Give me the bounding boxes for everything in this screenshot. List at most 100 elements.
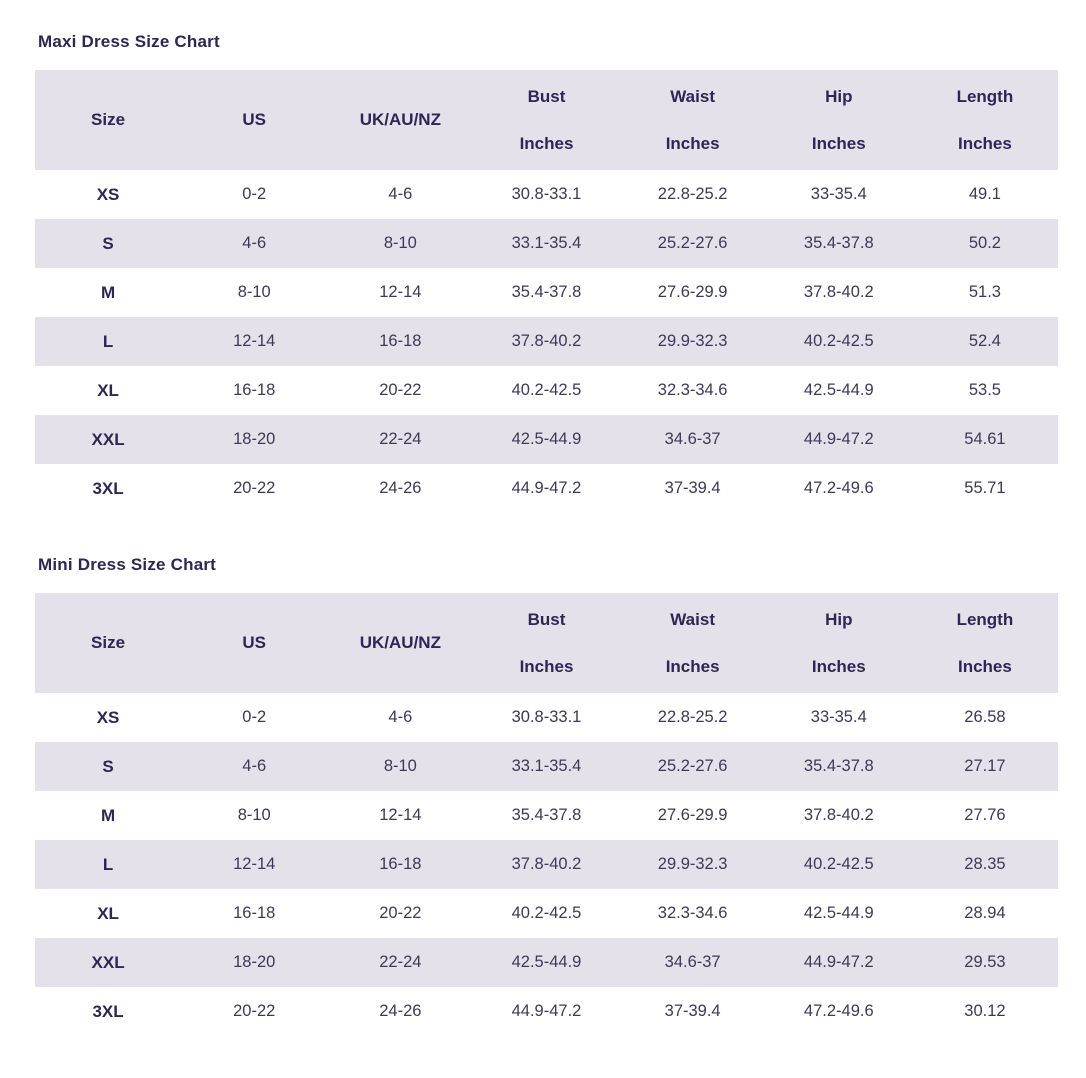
- column-header-hip: Hip Inches: [766, 593, 912, 693]
- maxi-dress-section: Maxi Dress Size Chart Size US UK/AU/NZ B…: [35, 32, 1058, 513]
- table-cell: 42.5-44.9: [803, 904, 874, 922]
- table-cell: 55.71: [964, 479, 1006, 497]
- table-cell: 12-14: [379, 283, 422, 301]
- column-header-unit: Inches: [665, 656, 720, 676]
- table-cell: 37.8-40.2: [803, 283, 874, 301]
- size-label-cell: XXL: [91, 952, 125, 972]
- table-cell: 24-26: [379, 479, 422, 497]
- table-row: XXL 18-20 22-24 42.5-44.9 34.6-37 44.9-47.2 29…: [35, 938, 1058, 987]
- table-cell: 27.17: [964, 757, 1006, 775]
- table-row: M 8-10 12-14 35.4-37.8 27.6-29.9 37.8-40.2 27.…: [35, 791, 1058, 840]
- table-cell: 8-10: [383, 234, 417, 252]
- table-cell: 27.76: [964, 806, 1006, 824]
- table-cell: 20-22: [379, 904, 422, 922]
- column-header-label: Hip: [825, 609, 853, 629]
- size-label-cell: L: [102, 854, 114, 874]
- size-label-cell: M: [100, 805, 116, 825]
- table-cell: 28.35: [964, 855, 1006, 873]
- column-header-waist: Waist Inches: [620, 70, 766, 170]
- table-cell: 20-22: [233, 1002, 276, 1020]
- size-label-cell: S: [102, 233, 114, 253]
- table-cell: 44.9-47.2: [511, 1002, 582, 1020]
- table-cell: 50.2: [968, 234, 1001, 252]
- table-row: L 12-14 16-18 37.8-40.2 29.9-32.3 40.2-42.5 52…: [35, 317, 1058, 366]
- table-cell: 12-14: [233, 332, 276, 350]
- table-cell: 35.4-37.8: [511, 806, 582, 824]
- maxi-dress-title: Maxi Dress Size Chart: [38, 32, 220, 51]
- table-cell: 29.9-32.3: [657, 332, 728, 350]
- table-cell: 16-18: [379, 332, 422, 350]
- table-cell: 42.5-44.9: [803, 381, 874, 399]
- table-cell: 12-14: [233, 855, 276, 873]
- column-header-label: Size: [91, 633, 126, 652]
- table-cell: 30.12: [964, 1002, 1006, 1020]
- table-cell: 47.2-49.6: [803, 1002, 874, 1020]
- table-cell: 35.4-37.8: [803, 757, 874, 775]
- table-cell: 37-39.4: [664, 479, 721, 497]
- table-cell: 28.94: [964, 904, 1006, 922]
- table-body: XS 0-2 4-6 30.8-33.1 22.8-25.2 33-35.4 49.1 S 4-…: [35, 170, 1058, 513]
- size-label-cell: 3XL: [92, 1001, 124, 1021]
- table-cell: 27.6-29.9: [657, 283, 728, 301]
- column-header-unit: Inches: [957, 133, 1012, 153]
- table-cell: 37-39.4: [664, 1002, 721, 1020]
- table-cell: 22.8-25.2: [657, 185, 728, 203]
- table-cell: 37.8-40.2: [803, 806, 874, 824]
- column-header-size: Size: [35, 70, 181, 170]
- table-cell: 54.61: [964, 430, 1006, 448]
- size-label-cell: 3XL: [92, 478, 124, 498]
- table-cell: 30.8-33.1: [511, 185, 582, 203]
- maxi-dress-size-table: Size US UK/AU/NZ Bust Inches Waist Inche…: [35, 70, 1058, 513]
- size-label-cell: M: [100, 282, 116, 302]
- column-header-label: Length: [956, 86, 1014, 106]
- table-row: XL 16-18 20-22 40.2-42.5 32.3-34.6 42.5-44.9 5…: [35, 366, 1058, 415]
- table-cell: 34.6-37: [664, 953, 721, 971]
- column-header-label: Size: [91, 110, 126, 129]
- size-label-cell: S: [102, 756, 114, 776]
- table-cell: 18-20: [233, 430, 276, 448]
- table-cell: 33.1-35.4: [511, 757, 582, 775]
- mini-dress-size-table: Size US UK/AU/NZ Bust Inches Waist Inche…: [35, 593, 1058, 1036]
- column-header-label: Bust: [527, 609, 566, 629]
- table-cell: 4-6: [388, 185, 413, 203]
- table-cell: 34.6-37: [664, 430, 721, 448]
- column-header-unit: Inches: [957, 656, 1012, 676]
- column-header-label: US: [242, 633, 267, 652]
- table-cell: 53.5: [968, 381, 1001, 399]
- table-cell: 12-14: [379, 806, 422, 824]
- table-row: XXL 18-20 22-24 42.5-44.9 34.6-37 44.9-47.2 54…: [35, 415, 1058, 464]
- table-cell: 40.2-42.5: [803, 332, 874, 350]
- table-cell: 42.5-44.9: [511, 953, 582, 971]
- table-cell: 4-6: [242, 757, 267, 775]
- mini-dress-section: Mini Dress Size Chart Size US UK/AU/NZ B…: [35, 555, 1058, 1036]
- column-header-size: Size: [35, 593, 181, 693]
- table-row: S 4-6 8-10 33.1-35.4 25.2-27.6 35.4-37.8 27.17: [35, 742, 1058, 791]
- table-cell: 52.4: [968, 332, 1001, 350]
- size-label-cell: XXL: [91, 429, 125, 449]
- table-cell: 16-18: [379, 855, 422, 873]
- table-cell: 44.9-47.2: [803, 953, 874, 971]
- column-header-unit: Inches: [519, 133, 574, 153]
- size-label-cell: XS: [96, 184, 120, 204]
- column-header-us: US: [181, 70, 327, 170]
- table-cell: 37.8-40.2: [511, 855, 582, 873]
- table-cell: 0-2: [242, 185, 267, 203]
- table-cell: 8-10: [237, 283, 271, 301]
- table-cell: 20-22: [233, 479, 276, 497]
- column-header-label: UK/AU/NZ: [359, 110, 441, 129]
- column-header-bust: Bust Inches: [473, 70, 619, 170]
- table-cell: 35.4-37.8: [803, 234, 874, 252]
- table-cell: 33-35.4: [810, 708, 867, 726]
- size-label-cell: XS: [96, 707, 120, 727]
- mini-dress-title: Mini Dress Size Chart: [38, 555, 217, 574]
- table-row: 3XL 20-22 24-26 44.9-47.2 37-39.4 47.2-49.6 55…: [35, 464, 1058, 513]
- size-label-cell: XL: [97, 380, 119, 400]
- table-cell: 27.6-29.9: [657, 806, 728, 824]
- table-cell: 16-18: [233, 381, 276, 399]
- table-cell: 40.2-42.5: [803, 855, 874, 873]
- table-row: M 8-10 12-14 35.4-37.8 27.6-29.9 37.8-40.2 51.…: [35, 268, 1058, 317]
- table-row: 3XL 20-22 24-26 44.9-47.2 37-39.4 47.2-49.6 30…: [35, 987, 1058, 1036]
- size-label-cell: XL: [97, 903, 119, 923]
- table-cell: 42.5-44.9: [511, 430, 582, 448]
